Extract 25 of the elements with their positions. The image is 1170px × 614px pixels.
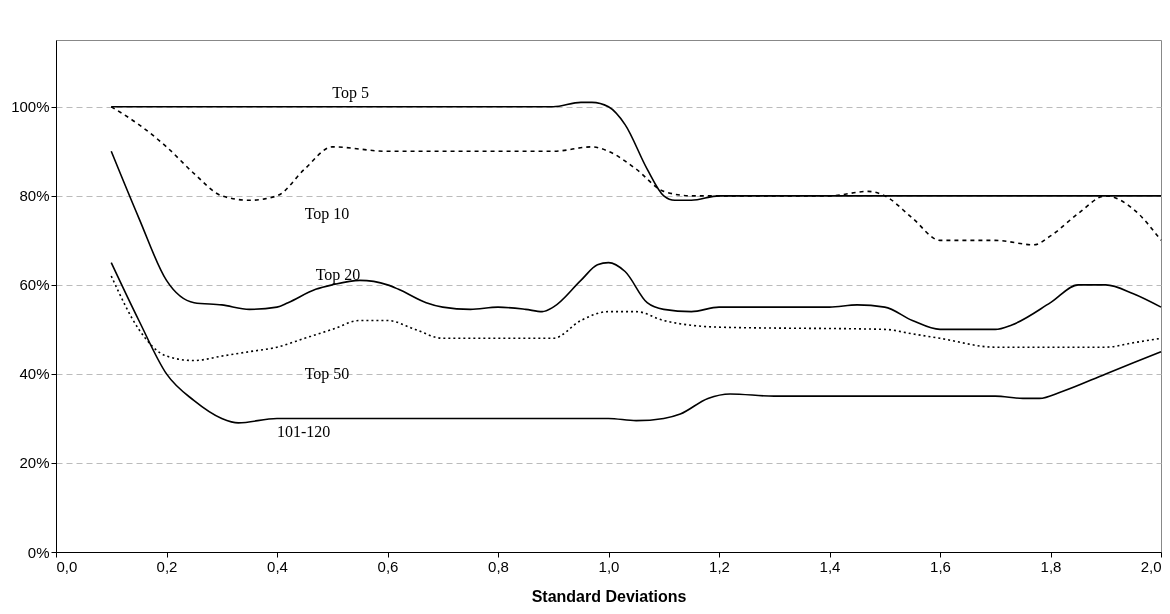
x-tick-label: 0,6 (377, 557, 399, 575)
y-tick-label: 100% (11, 98, 50, 116)
series-label: Top 10 (304, 205, 350, 224)
series-label: 101-120 (277, 423, 331, 441)
x-tick-label: 0,4 (267, 557, 288, 575)
line-series (110, 261, 1162, 424)
y-tick-label: 0% (27, 543, 50, 561)
x-tick-label: 1,0 (598, 557, 620, 575)
x-axis-title: Standard Deviations (531, 587, 687, 605)
x-tick-label: 0,2 (156, 557, 178, 575)
series-label: Top 50 (304, 365, 350, 384)
x-tick-label: 2,0 (1140, 557, 1162, 575)
x-tick-label: 1,8 (1040, 557, 1062, 575)
y-tick-label: 20% (19, 454, 50, 472)
x-tick-label: 1,2 (709, 557, 730, 575)
x-tick-label: 1,6 (930, 557, 951, 575)
series-label: Top 5 (332, 83, 369, 102)
series-label: Top 20 (315, 266, 361, 285)
y-tick-label: 60% (19, 276, 50, 294)
x-tick-label: 0,0 (56, 557, 78, 575)
y-tick-label: 40% (19, 365, 50, 383)
x-tick-label: 1,4 (819, 557, 841, 575)
y-tick-label: 80% (19, 187, 50, 205)
x-tick-label: 0,8 (488, 557, 509, 575)
line-series (110, 150, 1162, 331)
